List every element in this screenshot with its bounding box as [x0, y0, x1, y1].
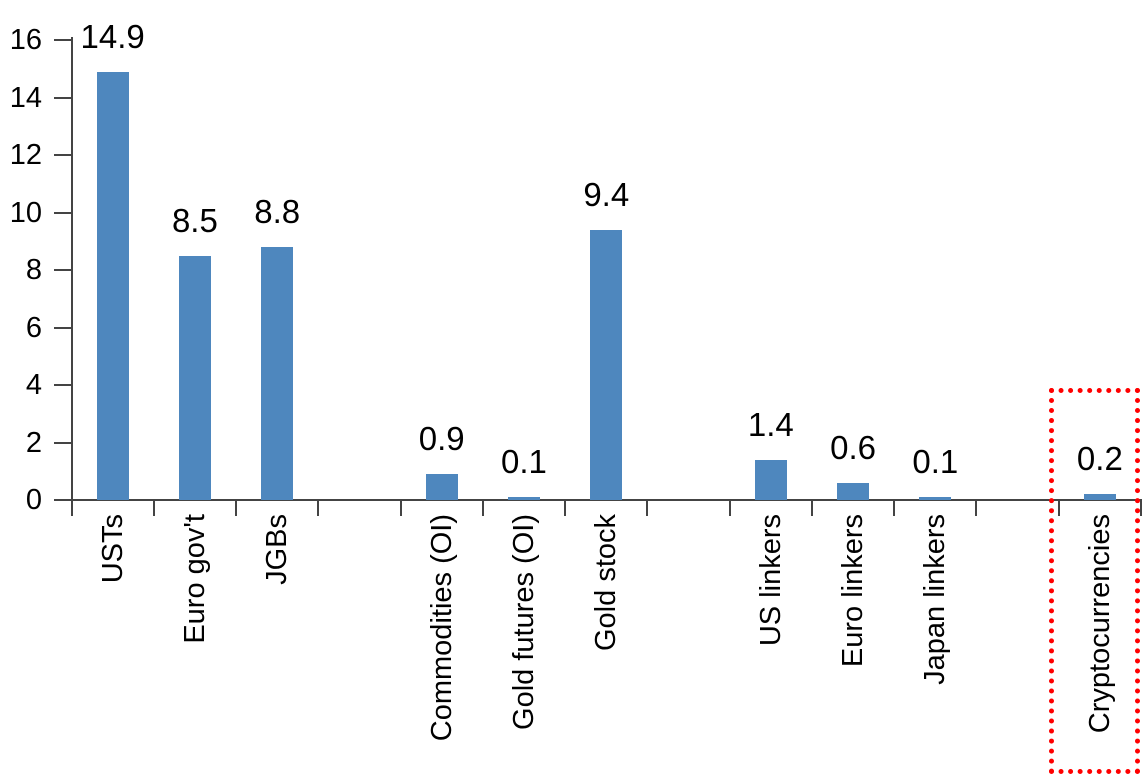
y-axis-tick — [53, 211, 72, 214]
value-label-usts: 14.9 — [80, 17, 145, 55]
x-axis-tick — [646, 500, 649, 516]
bar-euro-linkers — [837, 482, 870, 500]
bar-us-linkers — [754, 459, 787, 500]
y-tick-label-6: 6 — [25, 311, 42, 344]
y-axis-tick — [53, 441, 72, 444]
value-label-gold-futures-oi: 0.1 — [501, 443, 547, 481]
category-label-japan-linkers: Japan linkers — [919, 514, 952, 685]
x-axis-tick — [481, 500, 484, 516]
x-axis-tick — [810, 500, 813, 516]
bar-japan-linkers — [919, 497, 952, 500]
value-label-japan-linkers: 0.1 — [912, 443, 959, 481]
y-axis-tick — [53, 154, 72, 156]
bar-usts — [96, 71, 129, 500]
x-axis-tick — [728, 500, 731, 516]
x-axis-tick — [1140, 500, 1142, 516]
y-axis-line — [70, 37, 73, 501]
category-label-gold-futures-oi: Gold futures (OI) — [507, 514, 540, 730]
x-axis-line — [70, 499, 1142, 501]
value-label-cryptocurrencies: 0.2 — [1076, 440, 1123, 478]
category-label-euro-linkers: Euro linkers — [837, 514, 870, 668]
x-axis-tick — [893, 500, 896, 516]
y-tick-label-16: 16 — [9, 24, 42, 56]
category-label-euro-gov-t: Euro gov't — [178, 514, 211, 644]
y-tick-label-8: 8 — [25, 254, 42, 286]
y-axis-tick — [53, 39, 72, 41]
value-label-commodities-oi: 0.9 — [418, 420, 465, 458]
category-label-usts: USTs — [96, 514, 129, 584]
bar-jgbs — [261, 247, 294, 500]
x-axis-tick — [152, 500, 155, 516]
y-tick-label-14: 14 — [9, 81, 42, 114]
y-tick-label-12: 12 — [9, 139, 42, 171]
y-axis-tick — [53, 96, 72, 99]
x-axis-tick — [564, 500, 567, 516]
category-label-jgbs: JGBs — [261, 514, 294, 585]
value-label-us-linkers: 1.4 — [747, 405, 794, 443]
value-label-euro-linkers: 0.6 — [830, 428, 876, 466]
category-label-us-linkers: US linkers — [754, 514, 787, 647]
bar-commodities-oi — [425, 474, 458, 500]
bar-euro-gov-t — [178, 255, 211, 500]
highlight-box-cryptocurrencies — [1048, 388, 1140, 774]
y-tick-label-10: 10 — [9, 196, 42, 229]
x-axis-tick — [317, 500, 320, 516]
y-tick-label-2: 2 — [25, 426, 42, 459]
value-label-jgbs: 8.8 — [254, 193, 301, 230]
y-axis-tick — [53, 269, 72, 271]
x-axis-tick — [70, 500, 73, 516]
y-tick-label-0: 0 — [25, 484, 42, 516]
y-axis-tick — [53, 326, 72, 329]
y-axis-tick — [53, 384, 72, 386]
bar-gold-stock — [590, 229, 623, 500]
x-axis-tick — [975, 500, 978, 516]
category-label-commodities-oi: Commodities (OI) — [425, 514, 458, 742]
x-axis-tick — [235, 500, 238, 516]
x-axis-tick — [1057, 500, 1060, 516]
bar-cryptocurrencies — [1083, 494, 1116, 500]
value-label-gold-stock: 9.4 — [583, 175, 630, 213]
category-label-gold-stock: Gold stock — [590, 514, 623, 651]
y-tick-label-4: 4 — [25, 369, 42, 401]
bar-gold-futures-oi — [507, 497, 540, 500]
value-label-euro-gov-t: 8.5 — [171, 201, 218, 239]
y-axis-tick — [53, 499, 72, 501]
x-axis-tick — [399, 500, 402, 516]
